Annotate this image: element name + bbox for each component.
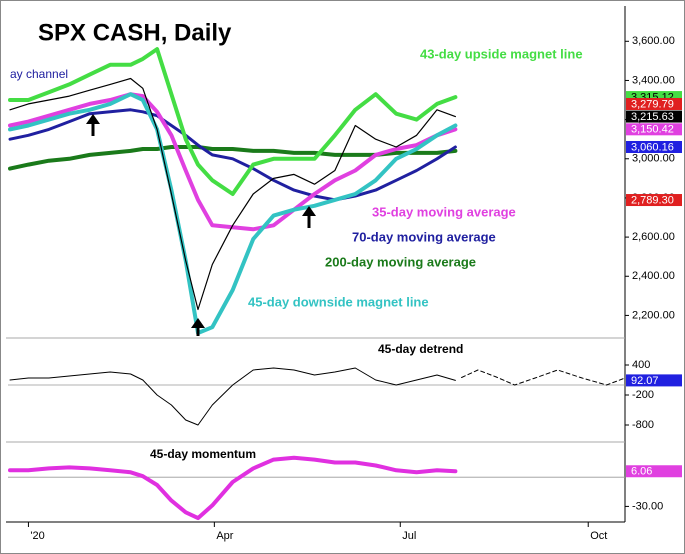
value-box <box>626 110 682 123</box>
annotation: 35-day moving average <box>372 204 516 219</box>
series-line <box>8 47 458 196</box>
x-tick-label: Jul <box>402 530 416 542</box>
annotation: 43-day upside magnet line <box>420 46 583 61</box>
y-tick-label: -200 <box>632 389 654 401</box>
value-box <box>626 140 682 153</box>
y-tick-label: 2,200.00 <box>632 309 675 321</box>
series-line <box>8 92 458 335</box>
series-line <box>9 77 456 311</box>
value-box-label: 3,060.16 <box>631 141 674 153</box>
series-line <box>461 369 625 386</box>
series-line <box>8 455 458 521</box>
y-tick-label: 3,400.00 <box>632 74 675 86</box>
y-tick-label: 3,000.00 <box>632 153 675 165</box>
series-line <box>9 367 456 426</box>
y-tick-label: 400 <box>632 359 650 371</box>
annotation: 70-day moving average <box>352 229 496 244</box>
annotation: 200-day moving average <box>325 254 476 269</box>
value-box-label: 2,789.30 <box>631 194 674 206</box>
value-box-label: 3,150.42 <box>631 124 674 136</box>
value-box-label: 3,279.79 <box>631 98 674 110</box>
value-box-label: 3,215.63 <box>631 111 674 123</box>
value-box-label: 92.07 <box>631 375 659 387</box>
panel-title: 45-day momentum <box>150 447 256 461</box>
arrow <box>86 114 100 136</box>
series-line <box>8 92 458 232</box>
x-tick-label: Apr <box>216 530 233 542</box>
value-box <box>626 465 682 478</box>
y-tick-label: 2,600.00 <box>632 231 675 243</box>
x-tick-label: '20 <box>30 530 44 542</box>
series-line <box>8 108 457 202</box>
annotation: ay channel <box>10 67 68 81</box>
value-box <box>626 194 682 207</box>
value-box <box>626 97 682 110</box>
arrow <box>302 206 316 228</box>
panel-title: 45-day detrend <box>378 342 463 356</box>
y-tick-label: -800 <box>632 419 654 431</box>
annotation: 45-day downside magnet line <box>248 294 429 309</box>
value-box <box>626 123 682 136</box>
chart-title: SPX CASH, Daily <box>38 19 232 46</box>
value-box-label: 6.06 <box>631 466 652 478</box>
y-tick-label: 3,600.00 <box>632 35 675 47</box>
x-tick-label: Oct <box>590 530 607 542</box>
y-tick-label: 2,400.00 <box>632 270 675 282</box>
arrow <box>191 318 205 336</box>
value-box <box>626 374 682 387</box>
plots: 2,200.002,400.002,600.002,800.003,000.00… <box>8 35 682 542</box>
y-tick-label: -30.00 <box>632 500 663 512</box>
